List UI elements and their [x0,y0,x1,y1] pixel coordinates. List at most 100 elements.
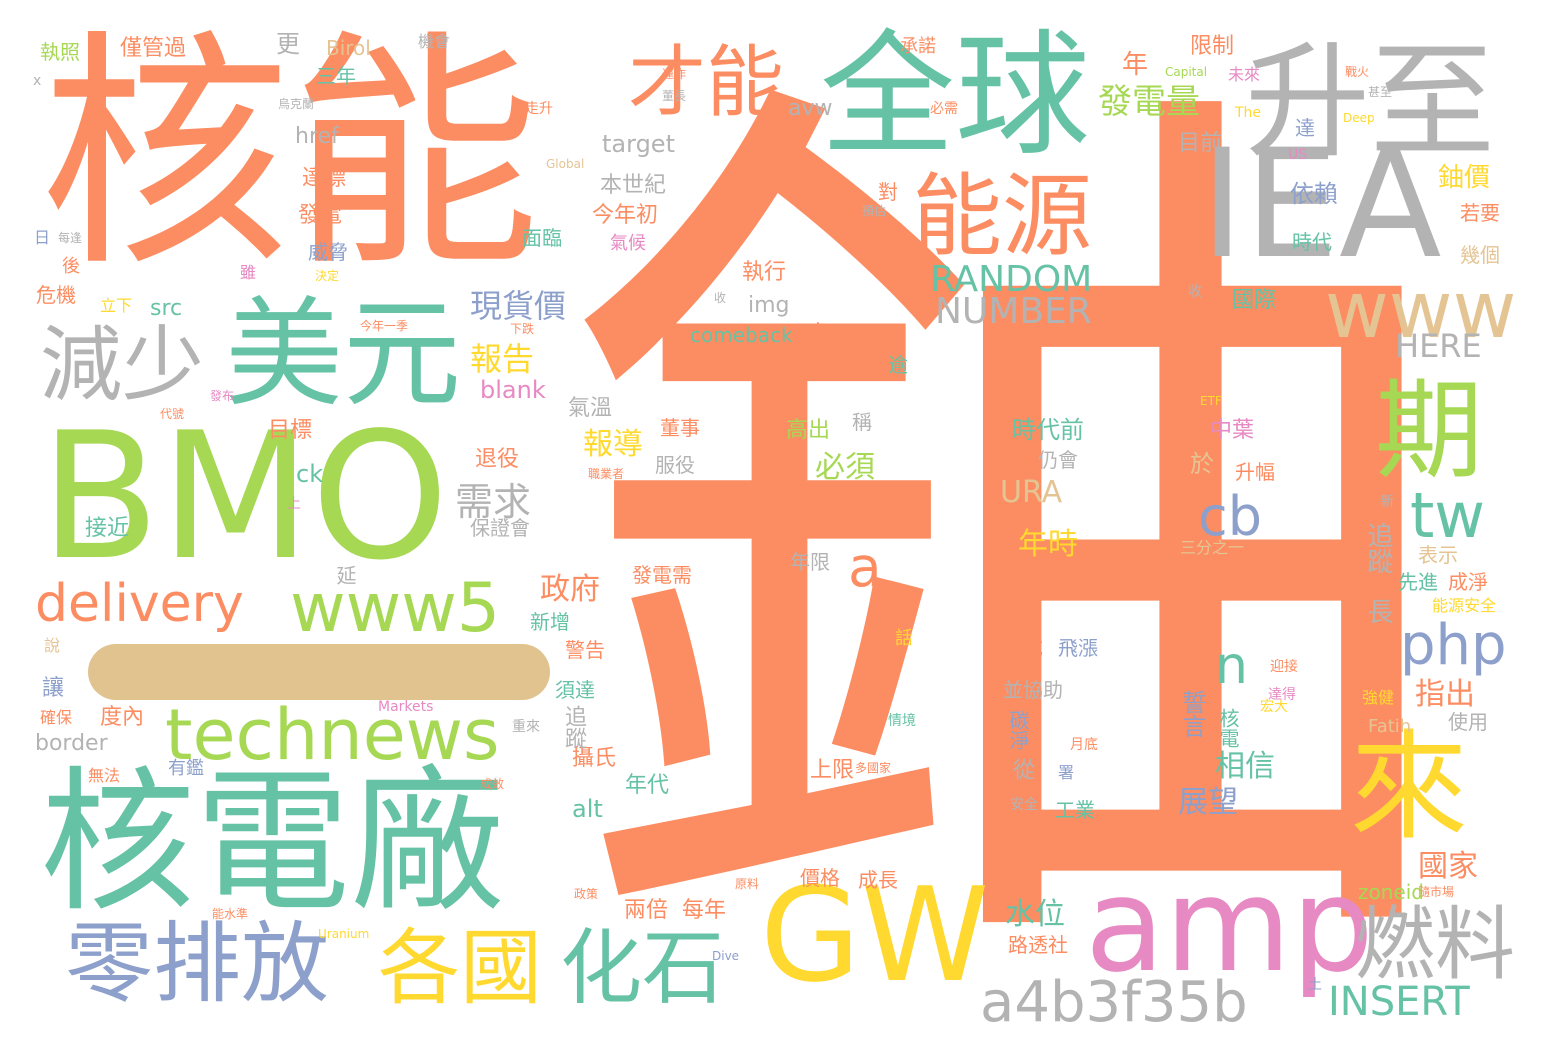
word-geguo: 各國 [378,921,543,1016]
word-jinnianyiji: 今年一季 [360,319,409,333]
word-chongqian: 重來 [512,719,540,735]
word-nengyuan: 能源 [912,164,1092,269]
word-nian: 年 [1122,50,1149,80]
word-meishang: 每逢 [58,231,83,245]
word-weiji: 危機 [36,283,76,307]
word-zhu: 署 [1058,763,1075,782]
word-target: target [602,130,675,158]
word-x: x [33,73,42,89]
word-daode: 達得 [1268,687,1296,703]
word-dadiao: 達標 [302,166,347,191]
word-yuce: 預估 [862,204,887,218]
word-the: The [1235,105,1262,121]
word-zhizhao: 執照 [40,40,80,64]
word-xianjin: 先進 [1398,570,1438,594]
word-dasuan: 打算 [1362,657,1390,673]
word-jiage: 價格 [800,866,840,890]
word-global: Global [546,157,585,171]
word-you: 鈾 [560,16,1460,1052]
word-mianlin: 面臨 [522,226,562,250]
word-yu2: 於 [1190,450,1214,478]
word-youjia: 鈾價 [1438,163,1491,193]
word-muqian: 目前 [1178,131,1223,156]
word-here: HERE [1395,327,1482,365]
word-fatih: Fatih [1368,716,1412,737]
word-border: border [35,731,108,756]
word-feizhang: 飛漲 [1058,636,1098,660]
word-chang: 長 [1363,598,1393,624]
word-zhuizong2: 追蹤 [561,705,586,749]
word-shijianqian: 時代前 [1012,416,1084,444]
word-tw: tw [1410,479,1486,552]
word-xianzhi: 限制 [1190,34,1235,59]
word-bmo: BMO [40,396,449,599]
word-dive: Dive [712,949,740,963]
word-niandai: 年代 [625,773,670,798]
word-weilai: 未來 [1228,65,1261,84]
word-cong: 從 [1009,758,1034,780]
word-qi: 期 [1375,369,1484,494]
word-capital: Capital [1165,65,1208,79]
word-biaoshi: 表示 [1418,543,1458,567]
word-renghui: 仍會 [1038,448,1078,472]
dash-glyph [88,644,550,700]
word-yingjie: 迎接 [1270,659,1298,675]
word-yilai: 依賴 [1290,180,1338,208]
word-mubiao: 目標 [268,418,313,443]
word-fadianliang: 發電量 [1098,82,1200,122]
word-weixie: 威脅 [308,240,348,264]
word-wuchanbaoxian: 烏克蘭 [278,97,315,111]
word-fadian: 發電 [298,203,343,228]
word-src: src [150,296,183,321]
word-daqi: 達成 [1003,636,1043,660]
word-www5: www5 [290,569,501,648]
word-xin: 新 [1380,494,1394,510]
word-youjian: 有鑑 [168,758,204,779]
word-cheng: 稱 [852,410,872,434]
word-shuiwei: 水位 [1005,897,1065,932]
word-jiejin: 接近 [85,516,130,541]
word-jinnianchu: 今年初 [592,203,659,228]
word-xiangxin: 相信 [1215,749,1275,784]
word-jinguanguo: 僅管過 [120,36,187,61]
word-php: php [1400,613,1507,678]
word-shangxian: 上限 [810,758,855,783]
word-hongda: 宏大 [1260,699,1288,715]
word-bixu2: 必需 [930,101,958,117]
word-lixia: 立下 [100,296,133,315]
word-nianshi: 年時 [1018,527,1078,562]
word-sanfenzhiyi: 三分之一 [1180,538,1245,557]
word-gw: GW [760,859,990,1011]
word-avw: avw [788,96,833,121]
word-qiwen: 氣溫 [568,396,613,421]
word-jianshao: 減少 [40,318,205,413]
word-ruoyao: 若要 [1460,201,1500,225]
word-zhanhuo: 戰火 [1345,65,1370,79]
word-huatou: 話 [895,628,913,649]
word-technews: technews [165,694,500,776]
word-qingkuang: 情境 [888,713,916,729]
word-bixu: 必須 [815,450,875,485]
word-shidai: 時代 [1292,230,1332,254]
word-deep: Deep [1343,111,1375,125]
word-www: www [1325,266,1517,356]
word-anquan: 安全 [1010,797,1038,813]
word-chengzhang: 成長 [858,868,898,892]
word-bingxiezhu: 並協助 [1003,678,1063,702]
word-zhuizong: 追蹤 [1363,522,1393,574]
word-nengyuananquan: 能源安全 [1432,596,1497,615]
word-birol: Birol [326,36,371,60]
word-rang: 讓 [42,676,65,701]
word-shiyong: 使用 [1448,710,1488,734]
word-fadianxu: 發電需 [632,563,692,587]
word-zoushe: 走升 [525,101,553,117]
word-zhichu: 指出 [1415,677,1475,712]
word-xuqiu: 需求 [455,480,532,524]
word-chengxiao: 成效 [480,777,505,791]
word-guoji: 國際 [1232,288,1277,313]
word-qihou: 氣候 [610,233,646,254]
word-yunzuo: 運作 [662,67,687,81]
word-chengjing: 成淨 [1448,570,1488,594]
word-sannian: 三年 [316,64,356,88]
